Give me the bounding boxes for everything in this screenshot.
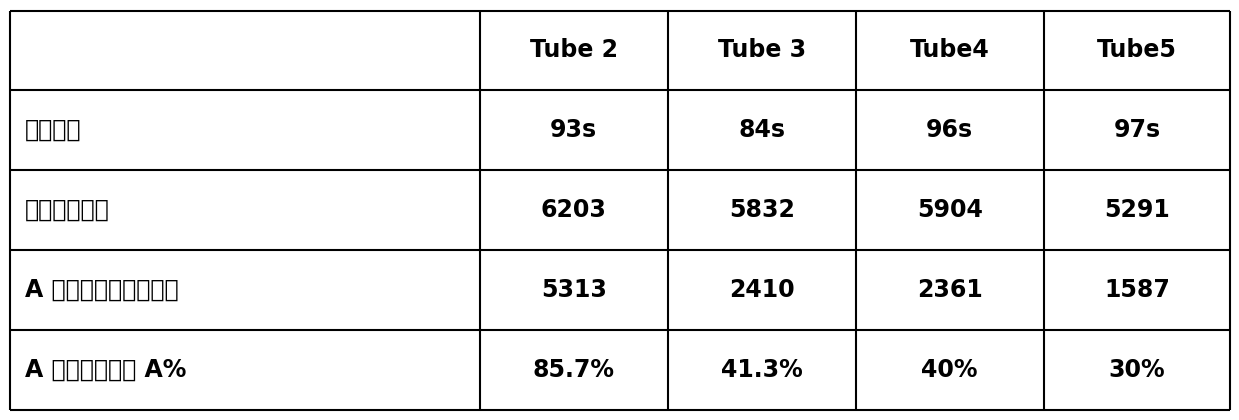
Text: A 门细胞数（粒细胞）: A 门细胞数（粒细胞） [25,278,178,302]
Text: 5291: 5291 [1104,198,1170,222]
Text: 1587: 1587 [1104,278,1170,302]
Text: 41.3%: 41.3% [721,357,803,382]
Text: 5832: 5832 [729,198,794,222]
Text: Tube 2: Tube 2 [530,38,618,63]
Text: 2361: 2361 [917,278,983,302]
Text: 40%: 40% [922,357,978,382]
Text: 85.7%: 85.7% [533,357,615,382]
Text: 5313: 5313 [540,278,607,302]
Text: 96s: 96s [926,118,973,142]
Text: 97s: 97s [1114,118,1161,142]
Text: 84s: 84s [738,118,786,142]
Text: 30%: 30% [1109,357,1165,382]
Text: 通过细胞总数: 通过细胞总数 [25,198,109,222]
Text: 2410: 2410 [729,278,794,302]
Text: Tube4: Tube4 [909,38,990,63]
Text: A 门占细胞总数 A%: A 门占细胞总数 A% [25,357,186,382]
Text: Tube5: Tube5 [1097,38,1177,63]
Text: Tube 3: Tube 3 [717,38,805,63]
Text: 93s: 93s [550,118,597,142]
Text: 6203: 6203 [540,198,607,222]
Text: 5904: 5904 [917,198,983,222]
Text: 通过时间: 通过时间 [25,118,82,142]
